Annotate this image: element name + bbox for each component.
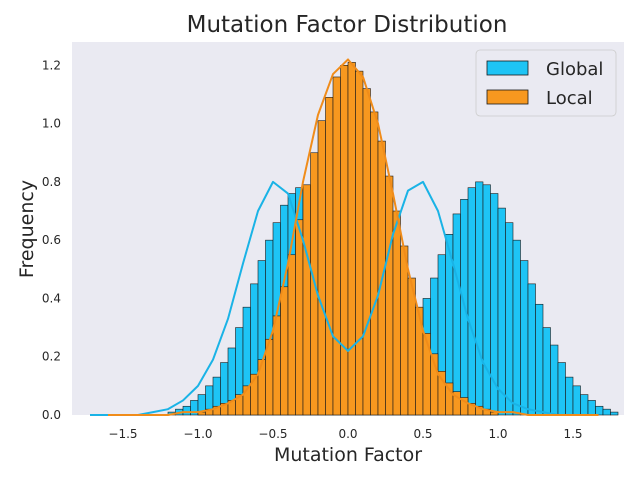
local-bar xyxy=(362,88,371,416)
local-kde-line xyxy=(108,58,599,416)
x-axis-label: Mutation Factor xyxy=(274,444,422,466)
local-bar xyxy=(400,245,409,416)
y-tick-label: 0.2 xyxy=(42,350,61,364)
x-tick-label: −1.5 xyxy=(108,427,137,441)
y-tick-label: 1.2 xyxy=(42,58,61,72)
global-bar xyxy=(467,187,476,416)
global-bar xyxy=(452,213,461,416)
kde-lines xyxy=(90,58,599,416)
local-bar xyxy=(370,111,379,416)
local-bar xyxy=(302,184,311,416)
legend-swatch-local xyxy=(486,89,529,105)
chart-title: Mutation Factor Distribution xyxy=(187,12,508,38)
legend-label-global: Global xyxy=(546,59,603,80)
global-bar xyxy=(482,184,491,416)
global-bar xyxy=(520,260,529,416)
x-tick-label: −0.5 xyxy=(258,427,287,441)
y-axis-label: Frequency xyxy=(16,180,38,278)
y-tick-label: 0.6 xyxy=(42,233,61,247)
local-bar xyxy=(385,175,394,416)
local-bar xyxy=(340,65,349,416)
x-tick-label: 0.5 xyxy=(413,427,432,441)
x-tick-label: −1.0 xyxy=(183,427,212,441)
global-bar xyxy=(602,408,611,416)
local-bar xyxy=(332,76,341,416)
legend: Global Local xyxy=(475,49,617,117)
local-bar xyxy=(325,97,334,416)
global-bar xyxy=(475,181,484,416)
global-bar xyxy=(557,362,566,416)
global-bar xyxy=(550,344,559,416)
y-tick-label: 1.0 xyxy=(42,117,61,131)
local-bar xyxy=(295,219,304,416)
local-bar xyxy=(392,210,401,416)
global-bar xyxy=(182,405,191,416)
local-bar xyxy=(272,315,281,416)
local-bar xyxy=(280,286,289,416)
x-tick-label: 1.5 xyxy=(563,427,582,441)
local-bar xyxy=(445,382,454,416)
y-tick-label: 0.8 xyxy=(42,175,61,189)
global-bar xyxy=(535,303,544,416)
global-bar xyxy=(565,376,574,416)
x-tick-label: 1.0 xyxy=(488,427,507,441)
legend-label-local: Local xyxy=(546,88,593,109)
x-tick-label: 0.0 xyxy=(338,427,357,441)
global-bar xyxy=(542,327,551,416)
global-bar xyxy=(497,207,506,416)
global-bar xyxy=(595,405,604,416)
global-kde-line xyxy=(90,180,588,416)
local-bar xyxy=(355,70,364,416)
legend-swatch-global xyxy=(486,60,529,76)
local-bar xyxy=(347,62,356,416)
global-bar xyxy=(610,411,619,416)
y-tick-label: 0.4 xyxy=(42,291,61,305)
local-bar xyxy=(422,333,431,416)
global-bar xyxy=(505,222,514,416)
y-axis-ticks: 0.0 0.2 0.4 0.6 0.8 1.0 1.2 xyxy=(42,58,61,422)
global-bar xyxy=(587,400,596,416)
x-axis-ticks: −1.5 −1.0 −0.5 0.0 0.5 1.0 1.5 xyxy=(108,427,582,441)
y-tick-label: 0.0 xyxy=(42,408,61,422)
global-bar xyxy=(572,385,581,416)
local-bar xyxy=(287,254,296,416)
global-bar xyxy=(512,239,521,416)
global-bar xyxy=(527,283,536,416)
global-bar xyxy=(580,394,589,416)
local-bar xyxy=(317,120,326,416)
